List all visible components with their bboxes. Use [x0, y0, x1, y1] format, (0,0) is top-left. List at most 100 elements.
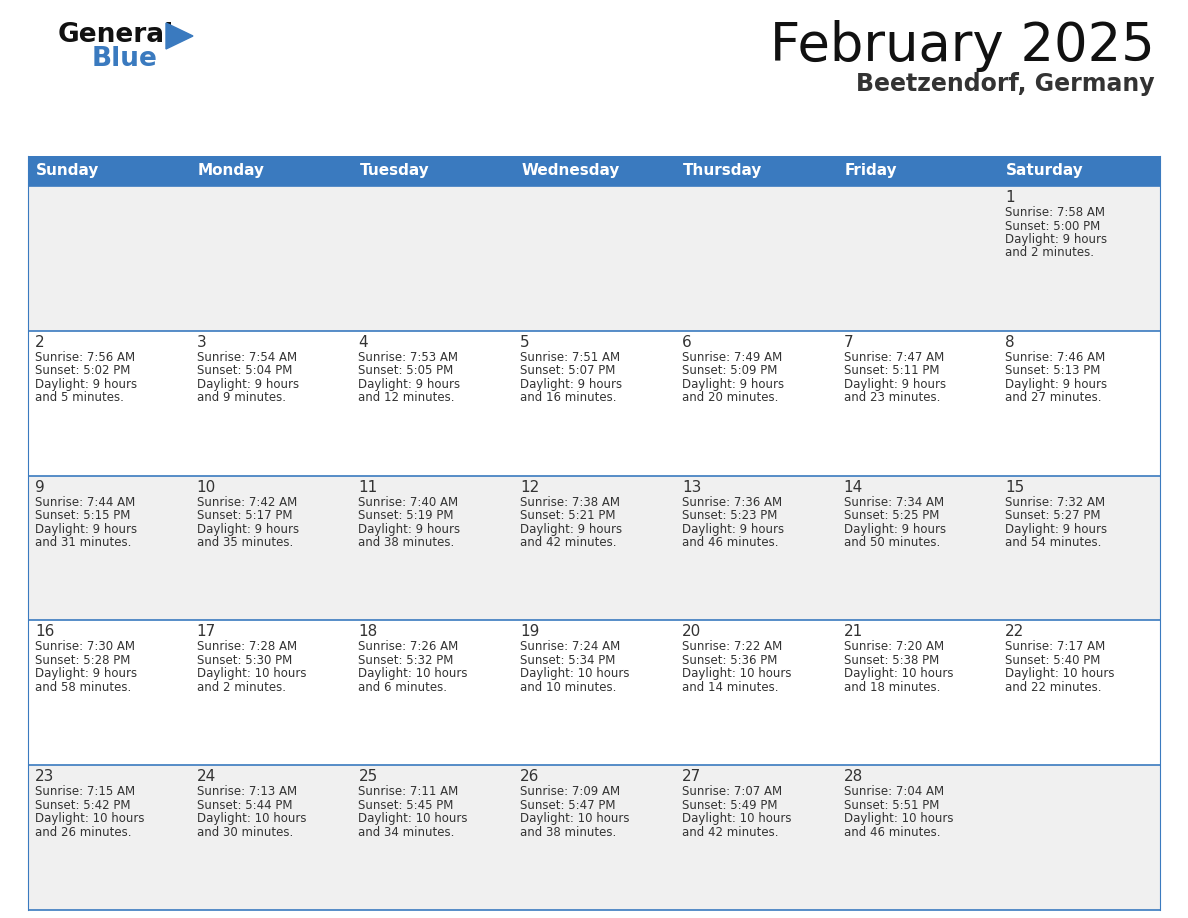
- Text: Sunset: 5:47 PM: Sunset: 5:47 PM: [520, 799, 615, 812]
- Bar: [352, 156, 513, 186]
- Text: Sunset: 5:21 PM: Sunset: 5:21 PM: [520, 509, 615, 522]
- Text: Wednesday: Wednesday: [522, 163, 619, 178]
- Bar: [190, 766, 352, 910]
- Text: and 31 minutes.: and 31 minutes.: [34, 536, 132, 549]
- Text: and 42 minutes.: and 42 minutes.: [682, 825, 778, 839]
- Text: Daylight: 10 hours: Daylight: 10 hours: [843, 812, 953, 825]
- Bar: [675, 621, 836, 766]
- Text: Daylight: 10 hours: Daylight: 10 hours: [359, 667, 468, 680]
- Bar: [836, 621, 998, 766]
- Text: and 12 minutes.: and 12 minutes.: [359, 391, 455, 404]
- Bar: [998, 156, 1159, 186]
- Bar: [352, 766, 513, 910]
- Text: Beetzendorf, Germany: Beetzendorf, Germany: [857, 72, 1155, 96]
- Text: 14: 14: [843, 479, 862, 495]
- Bar: [29, 186, 190, 330]
- Text: Sunrise: 7:32 AM: Sunrise: 7:32 AM: [1005, 496, 1105, 509]
- Text: Sunset: 5:17 PM: Sunset: 5:17 PM: [197, 509, 292, 522]
- Bar: [675, 330, 836, 476]
- Bar: [190, 621, 352, 766]
- Text: and 10 minutes.: and 10 minutes.: [520, 681, 617, 694]
- Text: 19: 19: [520, 624, 539, 640]
- Text: Sunset: 5:00 PM: Sunset: 5:00 PM: [1005, 219, 1100, 232]
- Text: and 30 minutes.: and 30 minutes.: [197, 825, 293, 839]
- Text: 21: 21: [843, 624, 862, 640]
- Text: and 26 minutes.: and 26 minutes.: [34, 825, 132, 839]
- Text: 10: 10: [197, 479, 216, 495]
- Text: and 14 minutes.: and 14 minutes.: [682, 681, 778, 694]
- Bar: [190, 156, 352, 186]
- Text: Sunrise: 7:04 AM: Sunrise: 7:04 AM: [843, 785, 943, 798]
- Text: Daylight: 9 hours: Daylight: 9 hours: [520, 378, 623, 391]
- Text: 5: 5: [520, 335, 530, 350]
- Bar: [352, 621, 513, 766]
- Text: Sunrise: 7:15 AM: Sunrise: 7:15 AM: [34, 785, 135, 798]
- Text: Saturday: Saturday: [1006, 163, 1083, 178]
- Text: 23: 23: [34, 769, 55, 784]
- Text: and 50 minutes.: and 50 minutes.: [843, 536, 940, 549]
- Bar: [513, 330, 675, 476]
- Text: Daylight: 9 hours: Daylight: 9 hours: [682, 522, 784, 535]
- Text: and 18 minutes.: and 18 minutes.: [843, 681, 940, 694]
- Text: Thursday: Thursday: [683, 163, 763, 178]
- Text: Sunset: 5:34 PM: Sunset: 5:34 PM: [520, 654, 615, 666]
- Text: 17: 17: [197, 624, 216, 640]
- Text: 16: 16: [34, 624, 55, 640]
- Text: Sunrise: 7:42 AM: Sunrise: 7:42 AM: [197, 496, 297, 509]
- Bar: [998, 476, 1159, 621]
- Bar: [29, 476, 190, 621]
- Text: Sunset: 5:42 PM: Sunset: 5:42 PM: [34, 799, 131, 812]
- Text: Sunset: 5:05 PM: Sunset: 5:05 PM: [359, 364, 454, 377]
- Text: Sunrise: 7:53 AM: Sunrise: 7:53 AM: [359, 351, 459, 364]
- Text: Sunset: 5:49 PM: Sunset: 5:49 PM: [682, 799, 777, 812]
- Text: 11: 11: [359, 479, 378, 495]
- Text: and 2 minutes.: and 2 minutes.: [197, 681, 286, 694]
- Text: 18: 18: [359, 624, 378, 640]
- Bar: [675, 766, 836, 910]
- Text: Daylight: 10 hours: Daylight: 10 hours: [359, 812, 468, 825]
- Text: 28: 28: [843, 769, 862, 784]
- Bar: [29, 330, 190, 476]
- Text: Sunset: 5:15 PM: Sunset: 5:15 PM: [34, 509, 131, 522]
- Text: Sunset: 5:04 PM: Sunset: 5:04 PM: [197, 364, 292, 377]
- Text: and 46 minutes.: and 46 minutes.: [682, 536, 778, 549]
- Text: and 22 minutes.: and 22 minutes.: [1005, 681, 1101, 694]
- Bar: [29, 766, 190, 910]
- Text: Sunrise: 7:51 AM: Sunrise: 7:51 AM: [520, 351, 620, 364]
- Text: Daylight: 9 hours: Daylight: 9 hours: [1005, 233, 1107, 246]
- Text: Sunset: 5:40 PM: Sunset: 5:40 PM: [1005, 654, 1100, 666]
- Text: 20: 20: [682, 624, 701, 640]
- Text: Tuesday: Tuesday: [360, 163, 429, 178]
- Text: Sunset: 5:36 PM: Sunset: 5:36 PM: [682, 654, 777, 666]
- Bar: [352, 330, 513, 476]
- Text: Sunset: 5:13 PM: Sunset: 5:13 PM: [1005, 364, 1100, 377]
- Text: 1: 1: [1005, 190, 1015, 205]
- Bar: [675, 186, 836, 330]
- Bar: [836, 186, 998, 330]
- Bar: [836, 330, 998, 476]
- Text: Sunday: Sunday: [36, 163, 100, 178]
- Text: Daylight: 9 hours: Daylight: 9 hours: [197, 378, 299, 391]
- Text: Daylight: 9 hours: Daylight: 9 hours: [197, 522, 299, 535]
- Text: Sunrise: 7:36 AM: Sunrise: 7:36 AM: [682, 496, 782, 509]
- Bar: [998, 330, 1159, 476]
- Text: Sunset: 5:38 PM: Sunset: 5:38 PM: [843, 654, 939, 666]
- Text: and 38 minutes.: and 38 minutes.: [359, 536, 455, 549]
- Text: Monday: Monday: [197, 163, 265, 178]
- Text: Daylight: 9 hours: Daylight: 9 hours: [682, 378, 784, 391]
- Text: Sunrise: 7:17 AM: Sunrise: 7:17 AM: [1005, 641, 1106, 654]
- Text: Sunrise: 7:13 AM: Sunrise: 7:13 AM: [197, 785, 297, 798]
- Bar: [513, 476, 675, 621]
- Bar: [190, 186, 352, 330]
- Text: 7: 7: [843, 335, 853, 350]
- Text: Daylight: 9 hours: Daylight: 9 hours: [843, 378, 946, 391]
- Text: and 58 minutes.: and 58 minutes.: [34, 681, 131, 694]
- Text: 26: 26: [520, 769, 539, 784]
- Text: and 5 minutes.: and 5 minutes.: [34, 391, 124, 404]
- Text: Daylight: 9 hours: Daylight: 9 hours: [1005, 522, 1107, 535]
- Text: Sunset: 5:30 PM: Sunset: 5:30 PM: [197, 654, 292, 666]
- Bar: [352, 186, 513, 330]
- Bar: [190, 476, 352, 621]
- Text: 13: 13: [682, 479, 701, 495]
- Text: Daylight: 10 hours: Daylight: 10 hours: [843, 667, 953, 680]
